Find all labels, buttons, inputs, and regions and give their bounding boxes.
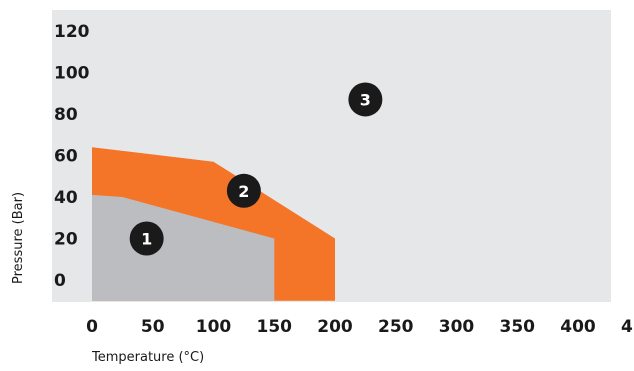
x-tick-label: 250	[378, 317, 414, 337]
x-tick-label: 100	[196, 317, 232, 337]
x-tick-label: 350	[500, 317, 536, 337]
x-axis-title: Temperature (°C)	[91, 350, 204, 365]
region-1	[92, 194, 275, 301]
region-badge-3: 3	[348, 82, 383, 117]
region-badge-2: 2	[226, 173, 261, 208]
y-tick-label: 120	[54, 22, 90, 42]
x-axis-ticks: 0 50 100 150 200 250 300 350 400 450	[86, 317, 634, 337]
x-tick-label: 0	[86, 317, 98, 337]
y-tick-label: 100	[54, 64, 90, 84]
y-tick-label: 20	[54, 230, 78, 250]
badge-circle	[348, 82, 383, 117]
badge-circle	[129, 221, 164, 256]
y-tick-label: 0	[54, 271, 66, 291]
x-tick-label: 300	[439, 317, 475, 337]
y-tick-label: 80	[54, 105, 78, 125]
x-tick-label: 450	[621, 317, 634, 337]
regions-layer	[92, 147, 335, 301]
x-tick-label: 400	[560, 317, 596, 337]
y-axis-ticks: 0 20 40 60 80 100 120	[54, 22, 90, 291]
badge-label: 1	[141, 230, 152, 249]
x-tick-label: 150	[257, 317, 293, 337]
region-badges: 1 2 3	[129, 82, 383, 256]
y-axis-title: Pressure (Bar)	[11, 192, 26, 284]
x-tick-label: 50	[141, 317, 165, 337]
x-tick-label: 200	[317, 317, 353, 337]
badge-circle	[226, 173, 261, 208]
badge-label: 2	[238, 182, 249, 201]
badge-label: 3	[360, 90, 371, 109]
y-tick-label: 40	[54, 188, 78, 208]
region-badge-1: 1	[129, 221, 164, 256]
y-tick-label: 60	[54, 147, 78, 167]
